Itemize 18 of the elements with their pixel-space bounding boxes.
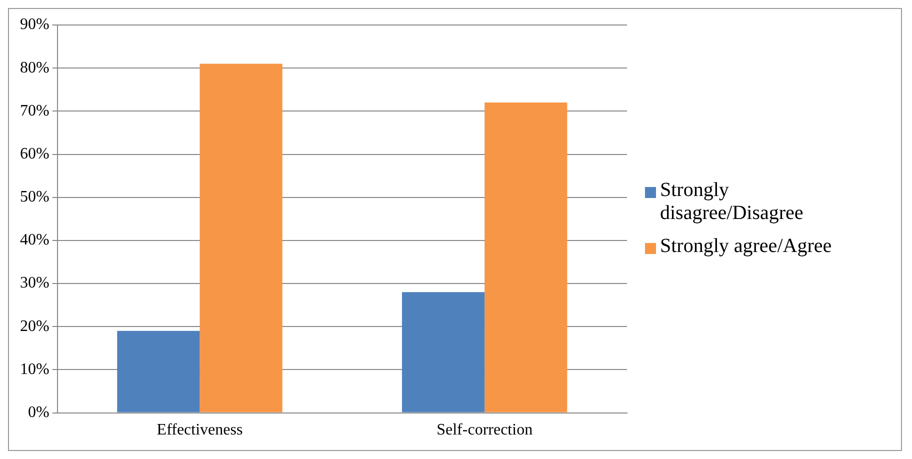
y-tick-label: 50% xyxy=(20,188,50,206)
y-tick-label: 90% xyxy=(20,16,50,34)
y-tick-label: 10% xyxy=(20,360,50,378)
x-tick-label: Effectiveness xyxy=(156,422,243,439)
bar xyxy=(200,64,282,412)
bar xyxy=(117,330,200,412)
legend-label: Strongly disagree/Disagree xyxy=(660,179,804,225)
y-tick-label: 80% xyxy=(20,59,50,76)
y-tick-label: 0% xyxy=(28,404,50,422)
bar xyxy=(402,292,485,412)
y-tick-label: 60% xyxy=(20,145,50,162)
bar xyxy=(484,102,568,412)
y-tick-label: 40% xyxy=(20,232,50,249)
legend-label: Strongly agree/Agree xyxy=(660,235,833,258)
y-tick-label: 30% xyxy=(20,274,50,292)
x-tick-label: Self-correction xyxy=(436,422,533,439)
y-tick-label: 20% xyxy=(20,318,50,335)
y-tick-label: 70% xyxy=(20,102,50,120)
